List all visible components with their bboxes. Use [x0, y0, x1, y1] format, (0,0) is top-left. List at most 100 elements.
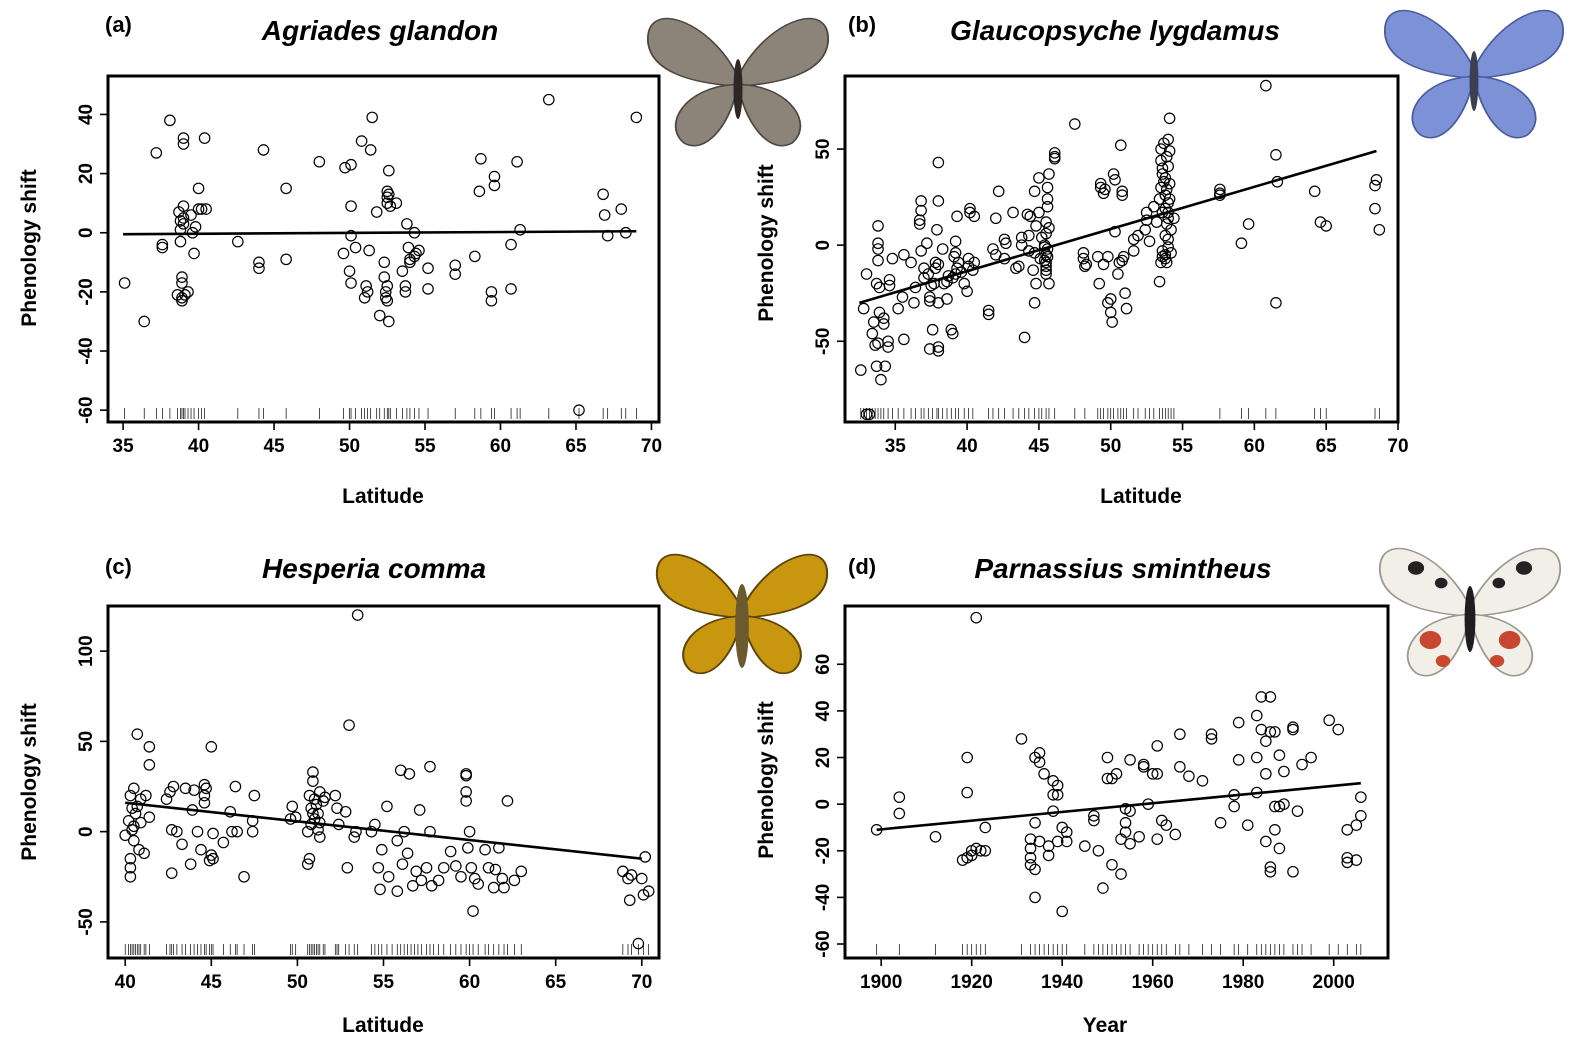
data-point-b-217	[1314, 216, 1327, 228]
x-tick-label-a-6: 65	[565, 436, 587, 457]
data-point-b-9	[870, 277, 883, 290]
agriades-glandon-butterfly-photo	[648, 19, 828, 146]
data-point-a-19	[177, 132, 190, 144]
data-point-a-94	[514, 223, 526, 236]
data-point-c-43	[207, 852, 219, 865]
data-point-b-214	[1270, 149, 1282, 161]
data-point-a-3	[156, 238, 169, 251]
data-point-a-88	[485, 286, 498, 298]
data-point-d-106	[1305, 751, 1317, 764]
data-point-d-108	[1332, 723, 1345, 736]
data-point-c-122	[482, 861, 495, 874]
data-point-a-30	[200, 203, 212, 215]
data-point-b-206	[1168, 212, 1180, 225]
data-point-d-42	[1088, 810, 1100, 822]
data-point-d-47	[1106, 858, 1118, 871]
data-point-d-2	[893, 807, 906, 820]
x-tick-label-c-5: 65	[545, 972, 567, 993]
data-point-a-53	[370, 206, 383, 218]
x-tick-label-c-1: 45	[201, 972, 223, 993]
data-point-c-86	[372, 861, 385, 874]
data-point-a-33	[253, 256, 265, 269]
data-point-d-88	[1260, 735, 1272, 748]
data-point-a-72	[401, 218, 413, 230]
data-point-a-65	[382, 315, 395, 328]
y-axis-title-c: Phenology shift	[18, 703, 41, 861]
data-point-d-6	[961, 751, 973, 764]
data-point-d-34	[1051, 835, 1064, 848]
data-point-b-153	[1113, 256, 1126, 269]
data-point-c-105	[425, 879, 438, 892]
data-point-c-136	[635, 872, 648, 885]
data-point-c-20	[143, 759, 156, 771]
data-point-a-24	[188, 247, 200, 260]
data-point-d-110	[1341, 851, 1354, 864]
data-point-b-86	[990, 212, 1002, 225]
data-point-b-28	[898, 248, 910, 261]
data-point-b-45	[925, 279, 937, 292]
data-point-c-28	[176, 838, 188, 851]
data-point-b-137	[1092, 250, 1104, 263]
data-point-a-43	[345, 158, 357, 171]
x-tick-label-c-2: 50	[287, 972, 308, 993]
data-point-a-26	[192, 203, 205, 215]
data-point-d-65	[1151, 768, 1164, 780]
panel-b: (b) Glaucopsyche lygdamus Latitude Pheno…	[755, 11, 1563, 508]
data-point-b-211	[1242, 218, 1255, 230]
data-point-b-169	[1150, 216, 1163, 228]
data-point-b-202	[1163, 177, 1176, 190]
data-point-d-112	[1350, 854, 1363, 866]
data-point-b-98	[1023, 229, 1035, 242]
data-point-b-157	[1116, 189, 1129, 201]
data-point-c-80	[343, 719, 355, 731]
data-point-b-152	[1112, 268, 1124, 280]
data-point-b-75	[962, 252, 975, 265]
data-point-d-91	[1264, 861, 1277, 873]
data-point-c-133	[623, 894, 636, 907]
plot-frame-a	[106, 74, 661, 424]
data-point-a-0	[118, 277, 131, 289]
x-axis-title-b: Latitude	[1100, 485, 1182, 508]
data-point-a-73	[402, 241, 415, 254]
y-tick-label-d-5: 40	[813, 700, 834, 721]
data-point-b-188	[1159, 172, 1172, 184]
data-point-b-168	[1148, 200, 1160, 213]
data-point-b-125	[1041, 181, 1054, 194]
data-point-d-69	[1174, 761, 1186, 773]
fit-line-b	[858, 149, 1377, 305]
data-point-b-35	[915, 204, 927, 217]
data-point-c-10	[128, 782, 140, 795]
data-point-a-22	[185, 209, 197, 221]
data-point-d-16	[1024, 833, 1037, 845]
data-point-b-184	[1159, 248, 1172, 261]
data-point-a-1	[138, 315, 151, 328]
data-point-d-55	[1124, 754, 1136, 766]
data-point-c-91	[391, 834, 404, 847]
data-point-c-99	[410, 865, 423, 878]
data-point-b-218	[1320, 220, 1332, 232]
x-tick-label-a-5: 60	[490, 436, 511, 457]
data-point-c-98	[406, 879, 419, 892]
data-point-b-1	[857, 302, 870, 315]
data-point-b-133	[1077, 247, 1090, 259]
data-point-a-16	[177, 212, 190, 224]
data-point-c-111	[460, 795, 472, 807]
x-tick-label-c-3: 55	[373, 972, 395, 993]
data-point-c-90	[382, 870, 395, 883]
data-point-a-83	[449, 268, 462, 280]
data-point-d-94	[1269, 800, 1281, 813]
data-point-d-46	[1101, 751, 1114, 764]
data-point-a-15	[177, 218, 190, 230]
data-point-d-38	[1060, 835, 1073, 848]
data-point-b-10	[872, 254, 884, 267]
data-point-a-85	[473, 185, 486, 198]
data-point-c-36	[198, 789, 211, 802]
data-point-c-26	[167, 780, 180, 793]
panel-d: (d) Parnassius smintheus Year Phenology …	[755, 549, 1560, 1037]
data-point-b-67	[949, 247, 962, 259]
data-point-b-154	[1114, 139, 1127, 151]
data-point-c-27	[171, 825, 183, 838]
data-point-b-41	[922, 268, 935, 280]
data-point-d-71	[1183, 770, 1195, 782]
rug-a	[124, 408, 637, 419]
